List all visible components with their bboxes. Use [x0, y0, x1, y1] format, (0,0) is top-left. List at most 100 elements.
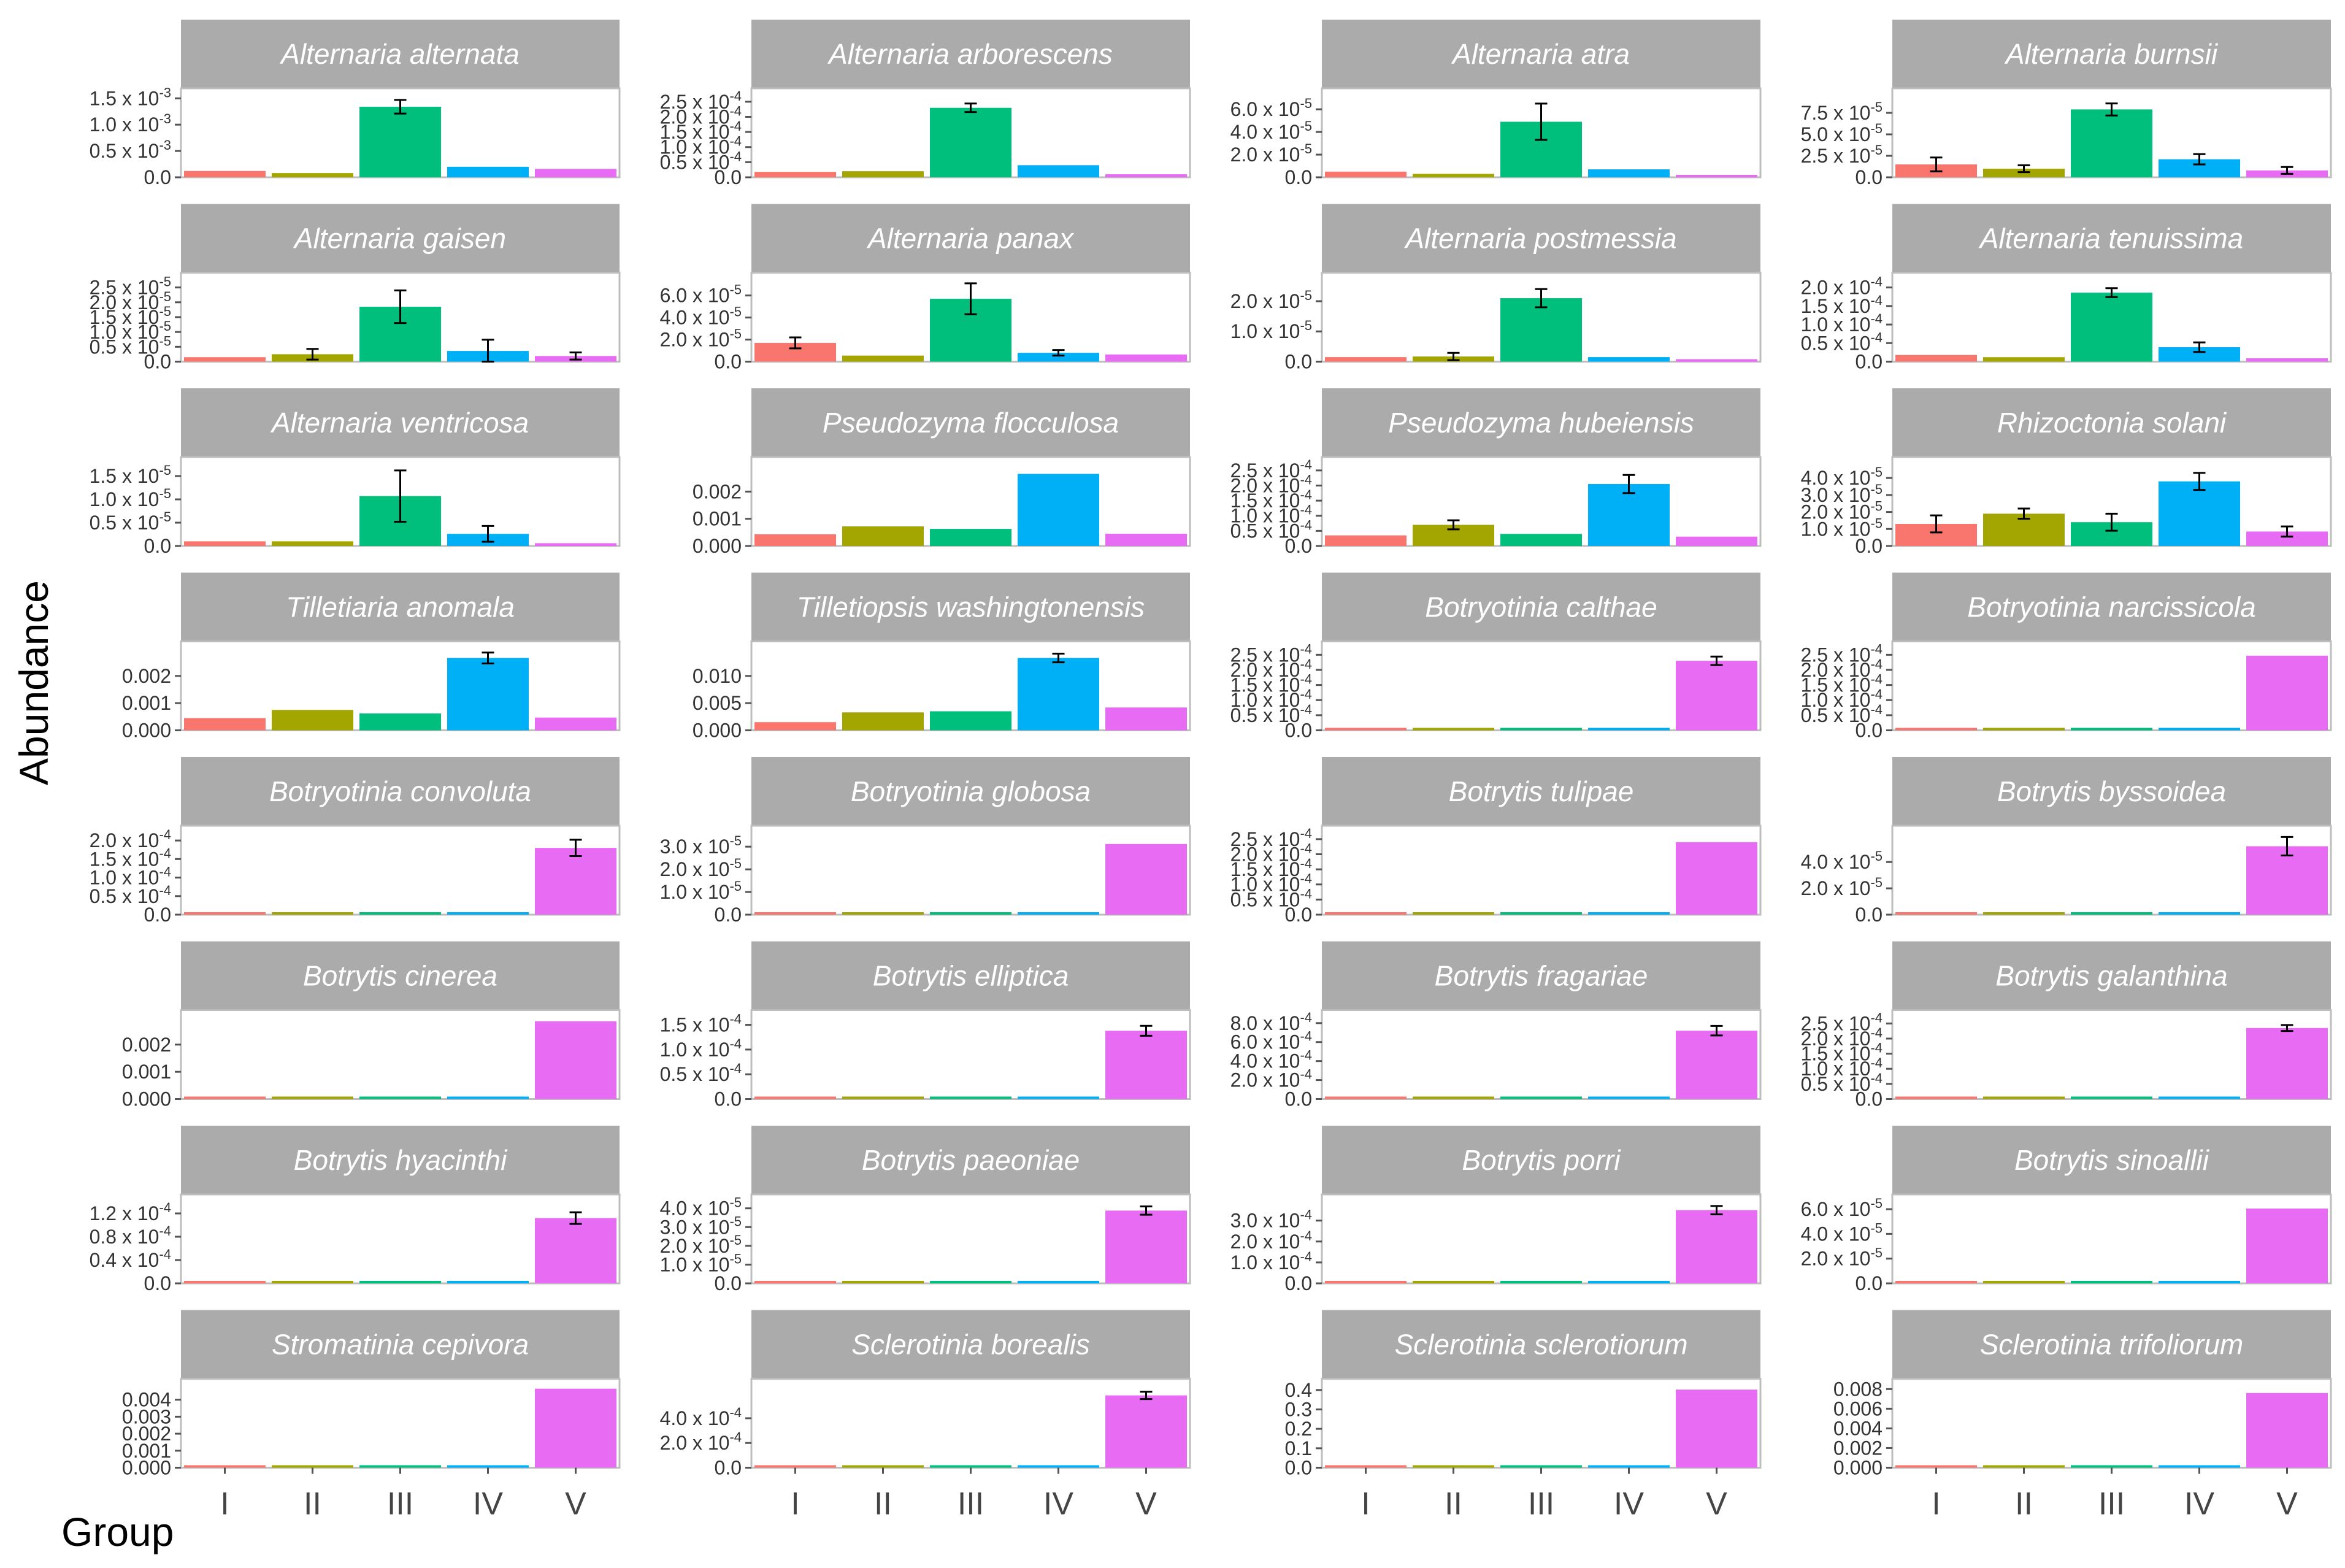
facet-title: Botrytis cinerea — [303, 960, 497, 992]
facet-strip — [1892, 757, 2331, 826]
facet-panel: Sclerotinia borealis 4.0 x 10-42.0 x 10-4… — [660, 1310, 1191, 1522]
y-tick-label: 0.2 — [1285, 1418, 1312, 1440]
y-axis-title: Abundance — [11, 580, 56, 785]
y-tick-label: 0.0 — [1856, 351, 1883, 373]
bar-I — [184, 171, 266, 177]
facet-strip — [1322, 941, 1760, 1010]
y-tick-label: 0.5 x 10-4 — [1230, 517, 1312, 542]
bar-V — [535, 169, 616, 177]
bar-III — [2071, 912, 2152, 915]
bar-III — [930, 1465, 1011, 1468]
bar-I — [1325, 535, 1407, 546]
facet-strip — [181, 941, 620, 1010]
bar-II — [1413, 728, 1494, 731]
bar-I — [1895, 1096, 1977, 1099]
y-tick-label: 3.0 x 10-5 — [660, 833, 742, 858]
y-tick-label: 1.0 x 10-4 — [1230, 502, 1312, 527]
x-tick-label-I: I — [220, 1486, 229, 1522]
bar-IV — [1588, 357, 1670, 362]
bar-IV — [1588, 484, 1670, 546]
bar-III — [930, 912, 1011, 915]
bar-V — [535, 848, 616, 915]
facet-panel: Alternaria gaisen 2.5 x 10-52.0 x 10-51.5… — [90, 204, 621, 373]
bar-I — [184, 357, 266, 362]
bar-III — [359, 107, 441, 177]
facet-panel: Botrytis paeoniae 4.0 x 10-53.0 x 10-52.0… — [660, 1126, 1191, 1294]
y-tick-label: 0.5 x 10-4 — [1801, 702, 1883, 726]
facet-strip — [181, 1310, 620, 1379]
facet-title: Botrytis porri — [1462, 1144, 1621, 1176]
facet-strip — [1892, 204, 2331, 273]
y-tick-label: 5.0 x 10-5 — [1801, 121, 1883, 145]
bar-II — [842, 1281, 924, 1283]
facet-strip — [751, 204, 1190, 273]
y-tick-label: 2.5 x 10-4 — [1230, 641, 1312, 666]
y-tick-label: 2.5 x 10-4 — [660, 88, 742, 113]
bar-II — [1413, 174, 1494, 177]
y-tick-label: 0.8 x 10-4 — [90, 1223, 171, 1248]
y-tick-label: 0.0 — [1856, 535, 1883, 557]
y-tick-label: 2.0 x 10-5 — [1801, 875, 1883, 899]
facet-title: Alternaria alternata — [279, 38, 520, 70]
y-tick-label: 2.0 x 10-5 — [1230, 288, 1312, 312]
bar-III — [1500, 298, 1582, 362]
y-tick-label: 0.002 — [693, 480, 742, 502]
y-tick-label: 1.0 x 10-5 — [660, 1251, 742, 1275]
x-tick-label-I: I — [1361, 1486, 1370, 1522]
y-tick-label: 0.002 — [122, 1423, 171, 1445]
y-tick-label: 2.5 x 10-4 — [1801, 641, 1883, 666]
bar-V — [535, 543, 616, 546]
bar-IV — [1588, 1281, 1670, 1283]
facet-strip — [751, 941, 1190, 1010]
panel-grid: Alternaria alternata 1.5 x 10-31.0 x 10-3… — [90, 20, 2332, 1522]
facet-panel: Botrytis porri 3.0 x 10-42.0 x 10-41.0 x … — [1230, 1126, 1762, 1294]
facet-panel: Botrytis tulipae 2.5 x 10-42.0 x 10-41.5 … — [1230, 757, 1762, 926]
bar-III — [359, 1096, 441, 1099]
bar-V — [2246, 531, 2328, 546]
y-tick-label: 4.0 x 10-4 — [660, 1405, 742, 1429]
y-tick-label: 4.0 x 10-5 — [1801, 848, 1883, 873]
facet-strip — [1892, 388, 2331, 457]
bar-III — [359, 713, 441, 731]
y-tick-label: 1.0 x 10-4 — [660, 134, 742, 158]
y-tick-label: 1.0 x 10-4 — [1230, 871, 1312, 896]
y-tick-label: 0.3 — [1285, 1399, 1312, 1421]
facet-panel: Alternaria alternata 1.5 x 10-31.0 x 10-3… — [90, 20, 621, 188]
y-tick-label: 1.5 x 10-4 — [1230, 856, 1312, 880]
y-tick-label: 6.0 x 10-5 — [1230, 96, 1312, 120]
y-tick-label: 0.001 — [693, 508, 742, 530]
facet-panel: Botryotinia narcissicola 2.5 x 10-42.0 x … — [1801, 572, 2332, 742]
facet-strip — [751, 572, 1190, 642]
x-tick-label-II: II — [1445, 1486, 1462, 1522]
bar-I — [1895, 728, 1977, 731]
bar-II — [842, 526, 924, 546]
facet-strip — [1322, 1126, 1760, 1194]
y-tick-label: 0.0 — [144, 535, 171, 557]
bar-I — [184, 541, 266, 546]
bar-III — [1500, 1465, 1582, 1468]
bar-II — [1413, 912, 1494, 915]
bar-I — [184, 1096, 266, 1099]
y-tick-label: 1.5 x 10-4 — [1230, 487, 1312, 512]
bar-III — [1500, 912, 1582, 915]
y-tick-label: 0.000 — [1833, 1457, 1883, 1479]
bar-V — [2246, 1209, 2328, 1283]
bar-V — [1676, 359, 1757, 362]
bar-II — [842, 355, 924, 362]
bar-II — [842, 1096, 924, 1099]
y-tick-label: 0.0 — [1285, 1457, 1312, 1479]
facet-panel: Tilletiopsis washingtonensis 0.010 0.005 0.… — [693, 572, 1191, 742]
bar-IV — [1018, 1465, 1099, 1468]
bar-V — [1105, 844, 1187, 915]
y-tick-label: 2.0 x 10-4 — [660, 1429, 742, 1454]
facet-panel: Botrytis cinerea 0.002 0.001 0.000 — [122, 941, 621, 1110]
x-tick-label-IV: IV — [473, 1486, 503, 1522]
bar-IV — [447, 658, 529, 731]
y-tick-label: 0.0 — [715, 1457, 742, 1479]
y-tick-label: 0.0 — [144, 1272, 171, 1294]
bar-III — [1500, 1096, 1582, 1099]
y-tick-label: 0.0 — [144, 904, 171, 926]
y-tick-label: 0.5 x 10-5 — [90, 333, 171, 358]
bar-IV — [1018, 658, 1099, 731]
bar-I — [754, 912, 836, 915]
